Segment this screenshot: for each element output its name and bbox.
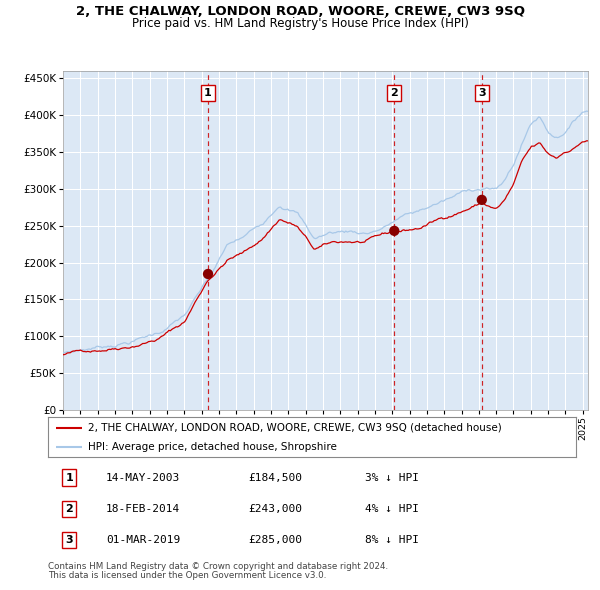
Text: 01-MAR-2019: 01-MAR-2019 xyxy=(106,535,181,545)
Text: £285,000: £285,000 xyxy=(248,535,302,545)
Text: 2: 2 xyxy=(391,88,398,98)
Text: 3% ↓ HPI: 3% ↓ HPI xyxy=(365,473,419,483)
Text: This data is licensed under the Open Government Licence v3.0.: This data is licensed under the Open Gov… xyxy=(48,571,326,579)
Point xyxy=(389,226,399,235)
Text: 3: 3 xyxy=(478,88,485,98)
Text: 2, THE CHALWAY, LONDON ROAD, WOORE, CREWE, CW3 9SQ: 2, THE CHALWAY, LONDON ROAD, WOORE, CREW… xyxy=(76,5,524,18)
Text: HPI: Average price, detached house, Shropshire: HPI: Average price, detached house, Shro… xyxy=(88,442,337,452)
Text: 2, THE CHALWAY, LONDON ROAD, WOORE, CREWE, CW3 9SQ (detached house): 2, THE CHALWAY, LONDON ROAD, WOORE, CREW… xyxy=(88,423,502,433)
Text: £184,500: £184,500 xyxy=(248,473,302,483)
Text: 8% ↓ HPI: 8% ↓ HPI xyxy=(365,535,419,545)
Text: £243,000: £243,000 xyxy=(248,504,302,514)
Text: 2: 2 xyxy=(65,504,73,514)
Text: Price paid vs. HM Land Registry's House Price Index (HPI): Price paid vs. HM Land Registry's House … xyxy=(131,17,469,30)
Text: 3: 3 xyxy=(65,535,73,545)
Point xyxy=(477,195,487,205)
Text: 1: 1 xyxy=(65,473,73,483)
Text: 1: 1 xyxy=(204,88,212,98)
Text: 18-FEB-2014: 18-FEB-2014 xyxy=(106,504,181,514)
Text: 14-MAY-2003: 14-MAY-2003 xyxy=(106,473,181,483)
Text: 4% ↓ HPI: 4% ↓ HPI xyxy=(365,504,419,514)
Text: Contains HM Land Registry data © Crown copyright and database right 2024.: Contains HM Land Registry data © Crown c… xyxy=(48,562,388,571)
Point xyxy=(203,269,213,278)
